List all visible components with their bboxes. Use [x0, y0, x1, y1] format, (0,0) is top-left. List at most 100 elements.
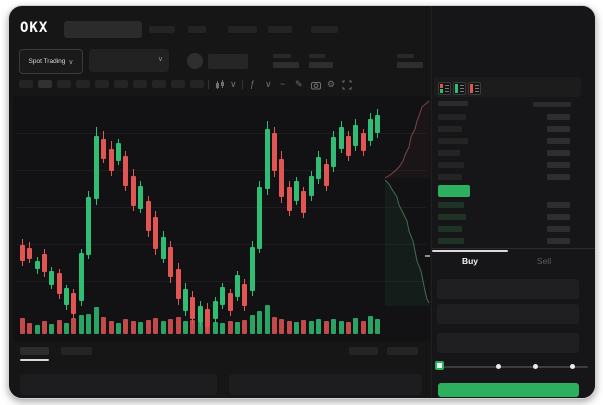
- orderbook-both-icon[interactable]: [438, 82, 451, 95]
- candle-body: [361, 133, 366, 151]
- pencil-icon[interactable]: ✎: [295, 79, 303, 89]
- candle-body: [71, 293, 76, 314]
- ask-price-placeholder[interactable]: [438, 150, 460, 156]
- stat-value-placeholder: [309, 62, 333, 68]
- candle-body: [42, 254, 47, 272]
- timeframe-button[interactable]: [114, 80, 128, 88]
- timeframe-button[interactable]: [152, 80, 166, 88]
- icon-line: [460, 91, 464, 92]
- ask-amount-placeholder[interactable]: [547, 174, 570, 180]
- market-mode-selector[interactable]: Spot Trading ∨: [19, 49, 83, 74]
- toolbar-divider: [208, 80, 209, 89]
- search-input[interactable]: [64, 21, 142, 38]
- okx-logo: OKX: [20, 20, 49, 36]
- volume-bar: [346, 322, 351, 334]
- timeframe-button[interactable]: [76, 80, 90, 88]
- candle-body: [176, 269, 181, 299]
- timeframe-button[interactable]: [19, 80, 33, 88]
- bid-price-placeholder[interactable]: [438, 202, 464, 208]
- volume-bar: [361, 321, 366, 334]
- candle-body: [228, 293, 233, 311]
- candlestick-chart[interactable]: [13, 96, 430, 341]
- ask-price-placeholder[interactable]: [438, 138, 468, 144]
- orderbook-asks-icon[interactable]: [468, 82, 481, 95]
- bottom-action-placeholder[interactable]: [349, 347, 378, 355]
- buy-button[interactable]: [438, 383, 579, 397]
- orderbook-bids-icon[interactable]: [453, 82, 466, 95]
- amount-slider-track[interactable]: [439, 366, 588, 368]
- order-form-field[interactable]: [437, 333, 579, 353]
- nav-item-placeholder[interactable]: [228, 26, 257, 33]
- candle-body: [339, 127, 344, 149]
- slider-step-dot[interactable]: [496, 364, 501, 369]
- tab-sell[interactable]: Sell: [536, 256, 552, 266]
- ask-amount-placeholder[interactable]: [547, 162, 570, 168]
- candle-body: [161, 237, 166, 259]
- volume-bar: [228, 321, 233, 334]
- app-window: OKX Spot Trading ∨ ∨ ∨ ƒ ∨ ~ ✎ ⚙: [8, 5, 596, 399]
- indicator-icon[interactable]: ƒ: [250, 79, 256, 89]
- pair-selector[interactable]: ∨: [89, 49, 169, 72]
- amount-slider-handle[interactable]: [435, 361, 444, 370]
- icon-line: [475, 85, 479, 86]
- stat-label-placeholder: [397, 54, 414, 58]
- chevron-down-icon[interactable]: ∨: [230, 79, 237, 89]
- volume-bar: [57, 320, 62, 334]
- ask-amount-placeholder[interactable]: [547, 126, 570, 132]
- fullscreen-icon[interactable]: [342, 80, 352, 90]
- last-price-highlight[interactable]: [438, 185, 470, 197]
- candle-body: [205, 309, 210, 327]
- tab-buy[interactable]: Buy: [461, 256, 479, 266]
- slider-step-dot[interactable]: [570, 364, 575, 369]
- ask-amount-placeholder[interactable]: [547, 138, 570, 144]
- pair-name-placeholder[interactable]: [208, 54, 248, 69]
- volume-bar: [250, 315, 255, 334]
- ask-price-placeholder[interactable]: [438, 114, 466, 120]
- candle-body: [57, 273, 62, 294]
- bottom-action-placeholder[interactable]: [387, 347, 418, 355]
- candlestick-type-icon[interactable]: [215, 80, 225, 90]
- camera-icon[interactable]: [311, 80, 321, 90]
- nav-item-placeholder[interactable]: [188, 26, 206, 33]
- ask-price-placeholder[interactable]: [438, 174, 462, 180]
- bid-price-placeholder[interactable]: [438, 214, 466, 220]
- slider-step-dot[interactable]: [533, 364, 538, 369]
- volume-bar: [279, 319, 284, 334]
- bid-price-placeholder[interactable]: [438, 226, 462, 232]
- timeframe-button[interactable]: [190, 80, 204, 88]
- nav-item-placeholder[interactable]: [149, 26, 175, 33]
- ask-amount-placeholder[interactable]: [547, 114, 570, 120]
- bid-price-placeholder[interactable]: [438, 238, 464, 244]
- chevron-down-icon[interactable]: ∨: [265, 79, 272, 89]
- chevron-down-icon: ∨: [157, 56, 163, 63]
- bid-amount-placeholder[interactable]: [547, 238, 570, 244]
- ask-amount-placeholder[interactable]: [547, 150, 570, 156]
- order-form-field[interactable]: [437, 279, 579, 299]
- bottom-tab-placeholder[interactable]: [20, 347, 49, 355]
- bottom-tab-placeholder[interactable]: [61, 347, 92, 355]
- wave-line-icon[interactable]: ~: [280, 79, 286, 89]
- candle-body: [235, 275, 240, 297]
- timeframe-button[interactable]: [95, 80, 109, 88]
- timeframe-button[interactable]: [171, 80, 185, 88]
- volume-bar: [123, 319, 128, 334]
- bid-amount-placeholder[interactable]: [547, 226, 570, 232]
- order-form-field[interactable]: [437, 304, 579, 324]
- timeframe-button[interactable]: [57, 80, 71, 88]
- ask-price-placeholder[interactable]: [438, 162, 464, 168]
- nav-item-placeholder[interactable]: [311, 26, 338, 33]
- volume-bar: [138, 322, 143, 334]
- timeframe-button[interactable]: [133, 80, 147, 88]
- volume-bar: [368, 316, 373, 334]
- ask-price-placeholder[interactable]: [438, 126, 462, 132]
- candle-body: [138, 186, 143, 209]
- bid-amount-placeholder[interactable]: [547, 202, 570, 208]
- ask-swatch: [470, 84, 473, 93]
- settings-icon[interactable]: ⚙: [327, 79, 336, 89]
- bid-amount-placeholder[interactable]: [547, 214, 570, 220]
- volume-bar: [64, 323, 69, 334]
- timeframe-button[interactable]: [38, 80, 52, 88]
- volume-bar: [183, 321, 188, 334]
- nav-item-placeholder[interactable]: [268, 26, 292, 33]
- icon-line: [475, 88, 479, 89]
